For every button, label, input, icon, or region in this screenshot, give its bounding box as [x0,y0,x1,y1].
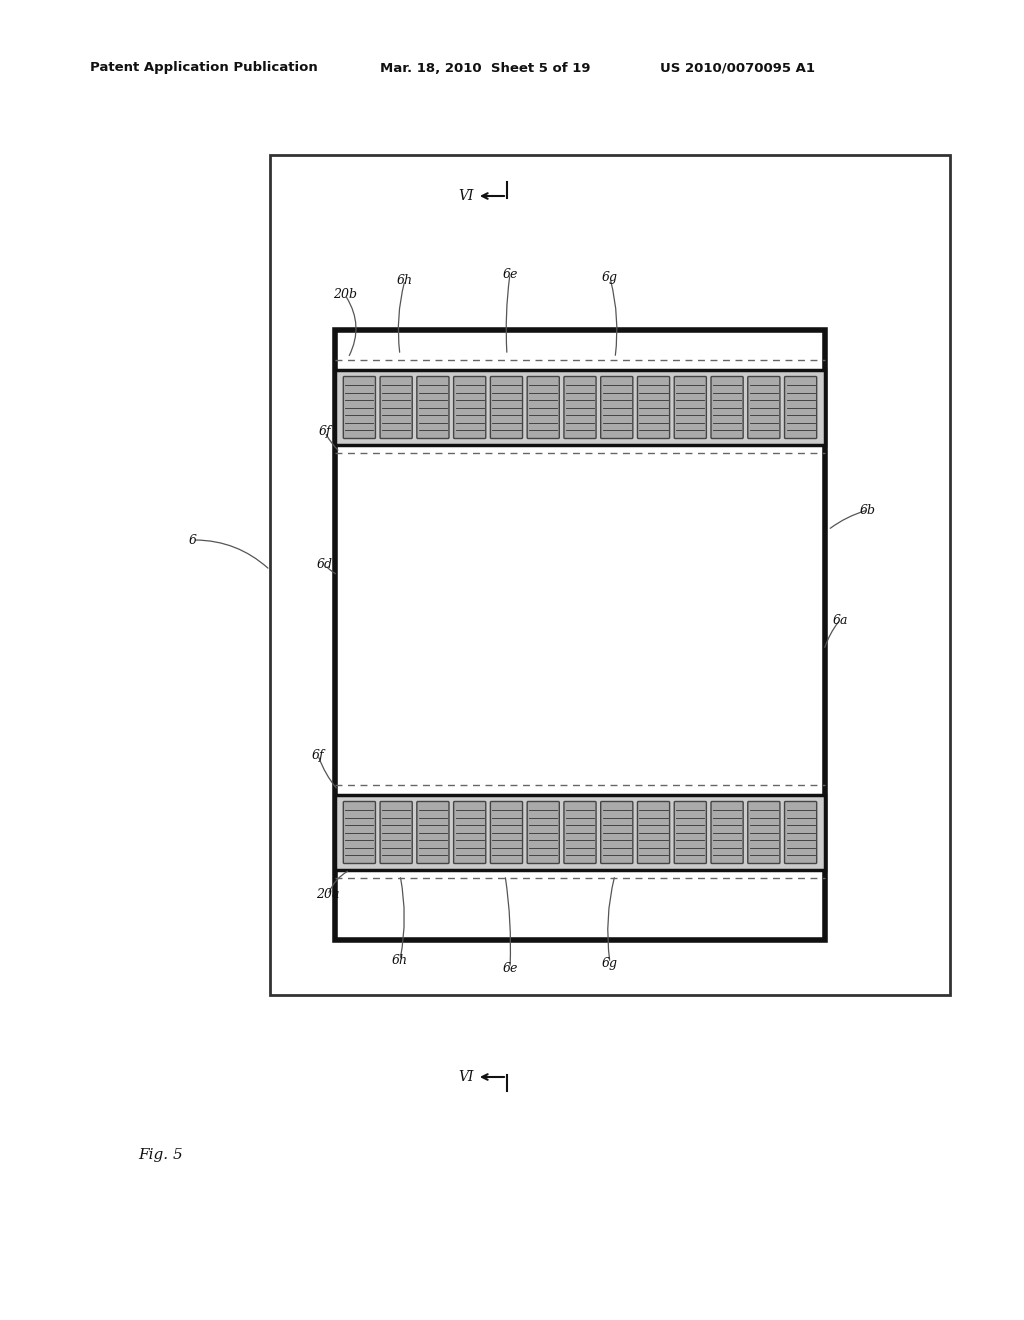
Text: VI: VI [459,189,474,203]
Bar [270,154,950,995]
FancyBboxPatch shape [638,801,670,863]
Text: 20a: 20a [316,888,340,902]
FancyBboxPatch shape [674,376,707,438]
FancyBboxPatch shape [527,801,559,863]
FancyBboxPatch shape [784,801,817,863]
FancyBboxPatch shape [748,801,780,863]
Text: 6a: 6a [833,614,848,627]
Text: 6d: 6d [317,558,333,572]
Text: Patent Application Publication: Patent Application Publication [90,62,317,74]
FancyBboxPatch shape [490,376,522,438]
FancyBboxPatch shape [564,376,596,438]
FancyBboxPatch shape [674,801,707,863]
FancyBboxPatch shape [380,376,413,438]
Text: 6g: 6g [602,957,618,969]
Bar [335,795,825,870]
FancyBboxPatch shape [454,801,485,863]
Bar [335,370,825,445]
FancyBboxPatch shape [343,801,376,863]
Text: 20b: 20b [333,289,357,301]
Text: 6f: 6f [311,748,325,762]
Text: 6g: 6g [602,272,618,285]
Text: 6h: 6h [397,273,413,286]
FancyBboxPatch shape [711,376,743,438]
FancyBboxPatch shape [417,801,449,863]
FancyBboxPatch shape [380,801,413,863]
FancyBboxPatch shape [454,376,485,438]
FancyBboxPatch shape [601,801,633,863]
FancyBboxPatch shape [601,376,633,438]
FancyBboxPatch shape [527,376,559,438]
Text: VI: VI [459,1071,474,1084]
Text: 6f: 6f [318,425,332,438]
FancyBboxPatch shape [784,376,817,438]
Text: Fig. 5: Fig. 5 [138,1148,182,1162]
FancyBboxPatch shape [343,376,376,438]
Text: 6h: 6h [392,953,408,966]
Text: Mar. 18, 2010  Sheet 5 of 19: Mar. 18, 2010 Sheet 5 of 19 [380,62,591,74]
FancyBboxPatch shape [490,801,522,863]
FancyBboxPatch shape [638,376,670,438]
Text: US 2010/0070095 A1: US 2010/0070095 A1 [660,62,815,74]
FancyBboxPatch shape [417,376,449,438]
Bar [335,330,825,940]
FancyBboxPatch shape [711,801,743,863]
Text: 6e: 6e [503,268,518,281]
Text: 6b: 6b [860,503,876,516]
Text: 6: 6 [189,533,197,546]
Text: 6e: 6e [503,961,518,974]
FancyBboxPatch shape [564,801,596,863]
FancyBboxPatch shape [748,376,780,438]
